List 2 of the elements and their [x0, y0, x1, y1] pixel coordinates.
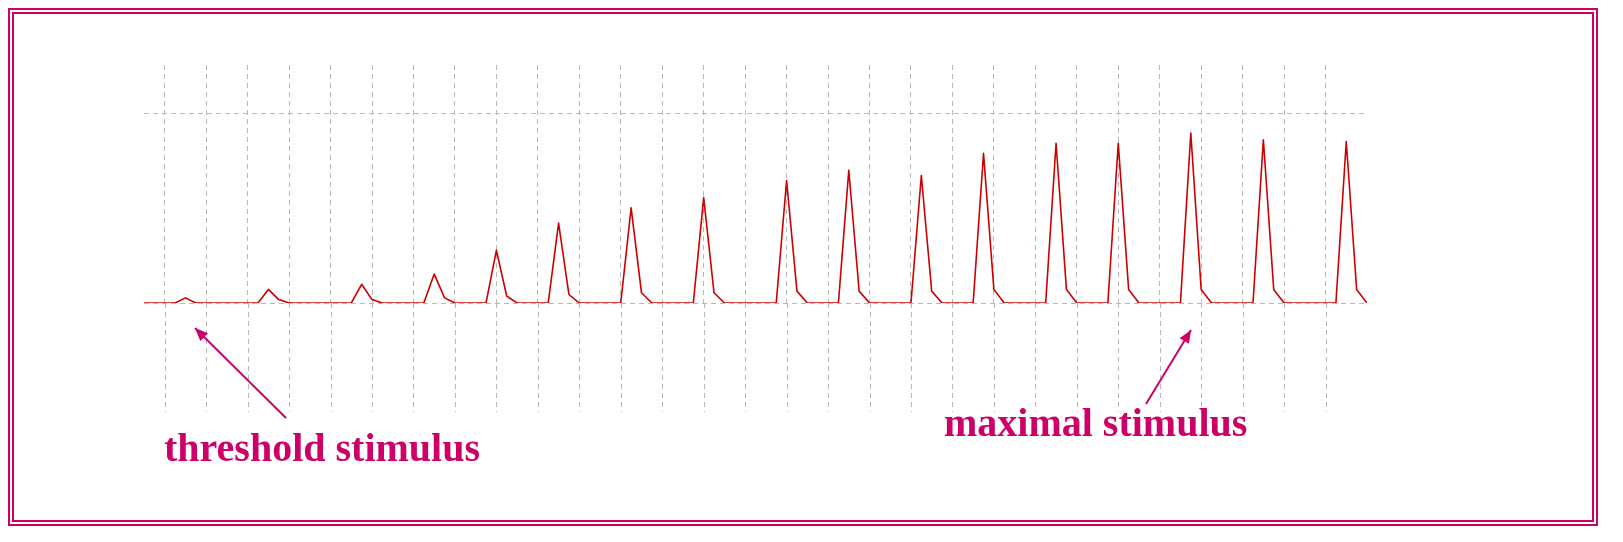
text: threshold stimulus [164, 424, 481, 471]
text: maximal stimulus [944, 399, 1248, 446]
